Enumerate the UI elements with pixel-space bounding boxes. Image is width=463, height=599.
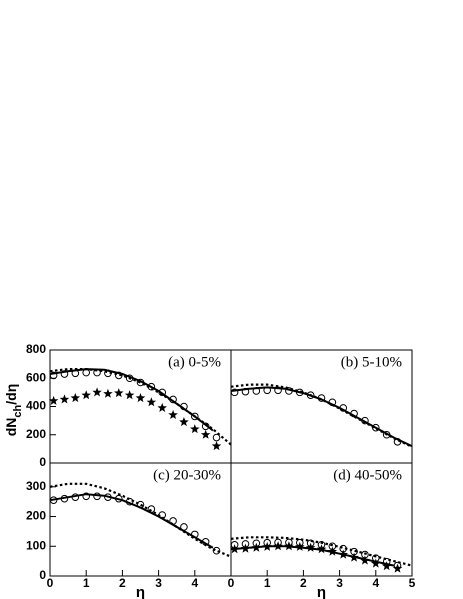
data-point — [200, 429, 211, 439]
data-point — [230, 388, 239, 397]
data-point — [190, 424, 200, 434]
data-point — [92, 387, 102, 397]
x-tick-label: 0 — [47, 576, 54, 590]
data-point — [157, 402, 167, 412]
data-point — [60, 370, 69, 378]
y-axis-label: dNch/dη — [3, 384, 24, 437]
data-point — [146, 397, 157, 407]
x-tick-label: 4 — [191, 576, 198, 590]
y-axis-label-part: dN — [3, 418, 19, 437]
curve — [49, 482, 232, 558]
curve — [49, 368, 232, 446]
data-point — [135, 393, 146, 403]
x-tick-label: 5 — [409, 576, 416, 590]
x-tick-label: 4 — [372, 576, 379, 590]
data-point — [114, 388, 124, 398]
y-tick-label: 400 — [26, 399, 46, 413]
data-point — [179, 417, 189, 427]
panel-label: (a) 0-5% — [168, 354, 221, 370]
x-tick-label: 3 — [155, 576, 162, 590]
y-tick-label: 200 — [26, 509, 46, 523]
x-axis-label: η — [136, 584, 145, 599]
panel-label: (d) 40-50% — [333, 467, 402, 483]
y-tick-label: 300 — [26, 479, 46, 493]
data-point — [48, 395, 59, 405]
data-point — [211, 441, 222, 451]
x-tick-label: 2 — [119, 576, 126, 590]
y-tick-label: 600 — [26, 370, 46, 384]
data-point — [114, 371, 123, 380]
data-point — [59, 394, 70, 404]
data-point — [305, 542, 316, 552]
y-tick-label: 0 — [39, 455, 46, 469]
x-tick-label: 1 — [83, 576, 90, 590]
data-point — [316, 544, 327, 554]
curve — [49, 493, 214, 549]
x-tick-label: 3 — [336, 576, 343, 590]
x-tick-label: 1 — [264, 576, 271, 590]
y-tick-label: 200 — [26, 427, 46, 441]
data-point — [392, 563, 403, 573]
y-tick-label: 100 — [26, 538, 46, 552]
x-tick-label: 2 — [300, 576, 307, 590]
y-tick-label: 800 — [26, 342, 46, 356]
data-point — [371, 558, 381, 568]
data-point — [82, 492, 90, 501]
data-point — [212, 433, 221, 442]
panel-label: (c) 20-30% — [153, 467, 221, 483]
data-point — [81, 390, 91, 400]
data-point — [381, 561, 392, 571]
y-axis-label-part: ch — [12, 404, 24, 417]
x-tick-label: 0 — [228, 576, 235, 590]
curve — [230, 545, 395, 567]
data-point — [49, 371, 58, 380]
y-axis-label-part: /dη — [3, 384, 19, 405]
data-point — [124, 390, 135, 400]
data-point — [103, 388, 113, 398]
data-point — [168, 410, 178, 419]
x-axis-label: η — [317, 584, 326, 599]
data-point — [295, 541, 305, 551]
data-point — [191, 412, 199, 421]
data-point — [212, 546, 221, 555]
curve — [230, 383, 413, 448]
panel-label: (b) 5-10% — [341, 354, 402, 370]
data-point — [70, 393, 81, 403]
y-tick-label: 0 — [39, 568, 46, 582]
curve — [230, 536, 413, 567]
panel-frame — [230, 462, 413, 577]
